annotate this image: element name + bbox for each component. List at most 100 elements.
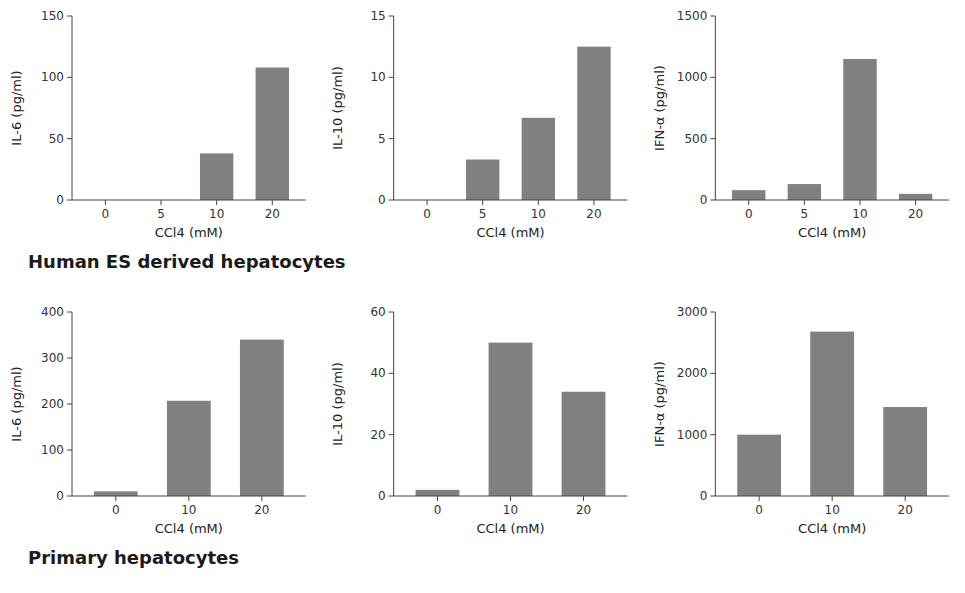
bars xyxy=(737,332,927,496)
y-tick xyxy=(67,77,72,78)
x-tick xyxy=(759,496,760,501)
y-tick-label: 20 xyxy=(370,428,385,442)
y-tick-label: 2000 xyxy=(677,366,708,380)
bar xyxy=(843,59,876,200)
y-tick-label: 300 xyxy=(41,351,64,365)
y-tick xyxy=(67,404,72,405)
y-tick xyxy=(710,200,715,201)
bar xyxy=(256,68,289,200)
x-tick-label: 10 xyxy=(503,503,518,517)
y-tick-label: 0 xyxy=(378,193,386,207)
row-label: Human ES derived hepatocytes xyxy=(28,251,346,272)
panel: 051015051020CCl4 (mM)IL-10 (pg/ml) xyxy=(330,9,627,240)
y-axis-label: IL-6 (pg/ml) xyxy=(9,70,24,145)
x-axis-line xyxy=(394,200,628,201)
x-tick-label: 20 xyxy=(265,207,280,221)
x-tick xyxy=(593,200,594,205)
y-axis-label: IL-10 (pg/ml) xyxy=(330,66,345,150)
y-axis-label: IL-6 (pg/ml) xyxy=(9,366,24,441)
x-tick xyxy=(510,496,511,501)
x-tick xyxy=(188,496,189,501)
y-tick xyxy=(710,312,715,313)
y-tick-label: 1000 xyxy=(677,428,708,442)
bar xyxy=(240,340,284,496)
x-tick xyxy=(115,496,116,501)
y-axis-line xyxy=(393,312,394,496)
bar xyxy=(562,392,606,496)
bar xyxy=(810,332,854,496)
y-tick-label: 5 xyxy=(378,132,386,146)
y-tick-label: 150 xyxy=(41,9,64,23)
y-tick-label: 60 xyxy=(370,305,385,319)
x-tick-label: 10 xyxy=(825,503,840,517)
y-tick xyxy=(389,312,394,313)
y-tick xyxy=(389,77,394,78)
y-tick xyxy=(67,496,72,497)
y-tick xyxy=(67,450,72,451)
x-tick xyxy=(482,200,483,205)
x-tick-label: 20 xyxy=(586,207,601,221)
x-axis-label: CCl4 (mM) xyxy=(798,225,866,240)
x-tick-label: 20 xyxy=(908,207,923,221)
x-axis-label: CCl4 (mM) xyxy=(476,225,544,240)
y-tick-label: 1000 xyxy=(677,70,708,84)
y-tick xyxy=(67,16,72,17)
x-tick-label: 5 xyxy=(801,207,809,221)
y-tick-label: 100 xyxy=(41,70,64,84)
x-axis-line xyxy=(394,496,628,497)
y-axis-line xyxy=(715,16,716,200)
y-tick xyxy=(389,138,394,139)
x-tick-label: 0 xyxy=(755,503,763,517)
x-tick xyxy=(161,200,162,205)
y-tick xyxy=(710,16,715,17)
y-tick xyxy=(389,373,394,374)
x-tick xyxy=(105,200,106,205)
x-axis-line xyxy=(72,200,306,201)
x-tick-label: 0 xyxy=(423,207,431,221)
y-tick xyxy=(67,312,72,313)
bar xyxy=(899,194,932,200)
panel: 050100150051020CCl4 (mM)IL-6 (pg/ml) xyxy=(9,9,306,240)
x-tick-label: 20 xyxy=(898,503,913,517)
x-tick-label: 5 xyxy=(479,207,487,221)
bars xyxy=(466,47,611,200)
x-tick-label: 20 xyxy=(254,503,269,517)
x-tick-label: 10 xyxy=(209,207,224,221)
x-axis-label: CCl4 (mM) xyxy=(155,521,223,536)
bars xyxy=(200,68,289,200)
y-tick-label: 500 xyxy=(684,132,707,146)
bar xyxy=(200,153,233,200)
y-tick xyxy=(710,77,715,78)
x-tick xyxy=(832,496,833,501)
y-axis-line xyxy=(715,312,716,496)
y-axis-label: IL-10 (pg/ml) xyxy=(330,362,345,446)
bar xyxy=(737,435,781,496)
x-tick-label: 10 xyxy=(852,207,867,221)
y-axis-line xyxy=(72,312,73,496)
y-tick xyxy=(389,496,394,497)
x-tick xyxy=(748,200,749,205)
figure: 050100150051020CCl4 (mM)IL-6 (pg/ml)Huma… xyxy=(0,0,965,593)
x-tick xyxy=(915,200,916,205)
x-axis-label: CCl4 (mM) xyxy=(155,225,223,240)
x-tick xyxy=(261,496,262,501)
x-tick-label: 20 xyxy=(576,503,591,517)
bars xyxy=(94,340,284,496)
y-tick-label: 0 xyxy=(700,489,708,503)
y-tick-label: 3000 xyxy=(677,305,708,319)
y-tick-label: 400 xyxy=(41,305,64,319)
y-tick xyxy=(710,373,715,374)
x-axis-label: CCl4 (mM) xyxy=(476,521,544,536)
y-tick xyxy=(389,16,394,17)
y-tick-label: 0 xyxy=(56,489,64,503)
x-tick xyxy=(437,496,438,501)
y-tick-label: 100 xyxy=(41,443,64,457)
x-tick-label: 0 xyxy=(102,207,110,221)
y-tick xyxy=(710,496,715,497)
bar xyxy=(788,184,821,200)
bar xyxy=(416,490,460,496)
x-tick xyxy=(538,200,539,205)
bar xyxy=(732,190,765,200)
y-tick-label: 0 xyxy=(700,193,708,207)
y-tick xyxy=(67,358,72,359)
